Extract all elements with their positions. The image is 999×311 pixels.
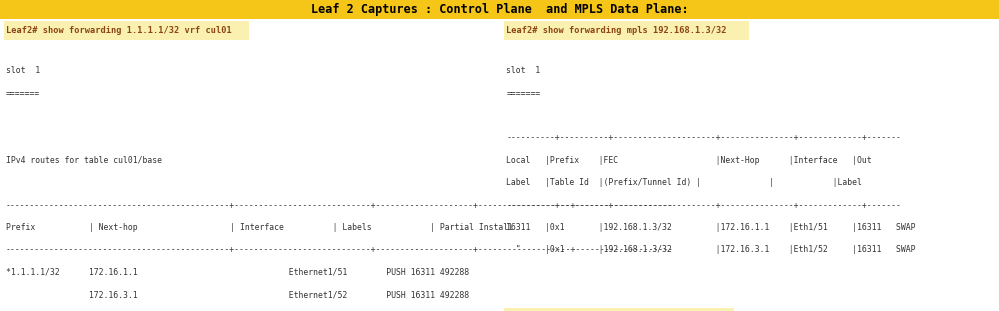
FancyBboxPatch shape xyxy=(0,0,999,19)
Text: Leaf2# show forwarding mpls 192.168.1.3/32: Leaf2# show forwarding mpls 192.168.1.3/… xyxy=(506,26,727,35)
Text: ----------------------------------------------+----------------------------+----: ----------------------------------------… xyxy=(6,201,674,210)
Text: =======: ======= xyxy=(6,89,40,98)
FancyBboxPatch shape xyxy=(504,308,734,311)
Text: ----------+----------+---------------------+---------------+-------------+------: ----------+----------+------------------… xyxy=(506,201,901,210)
Text: ----------------------------------------------+----------------------------+----: ----------------------------------------… xyxy=(6,245,674,254)
Text: 16311   |0x1       |192.168.1.3/32         |172.16.1.1    |Eth1/51     |16311   : 16311 |0x1 |192.168.1.3/32 |172.16.1.1 |… xyxy=(506,223,916,232)
Text: "     |0x1       |192.168.1.3/32         |172.16.3.1    |Eth1/52     |16311   SW: " |0x1 |192.168.1.3/32 |172.16.3.1 |Eth1… xyxy=(506,245,916,254)
Text: *1.1.1.1/32      172.16.1.1                               Ethernet1/51        PU: *1.1.1.1/32 172.16.1.1 Ethernet1/51 PU xyxy=(6,268,470,277)
Text: slot  1: slot 1 xyxy=(506,66,540,75)
Text: Label   |Table Id  |(Prefix/Tunnel Id) |              |            |Label: Label |Table Id |(Prefix/Tunnel Id) | | … xyxy=(506,178,862,187)
FancyBboxPatch shape xyxy=(504,21,749,40)
Text: slot  1: slot 1 xyxy=(6,66,40,75)
Text: IPv4 routes for table cul01/base: IPv4 routes for table cul01/base xyxy=(6,156,162,165)
Text: Leaf2# show forwarding 1.1.1.1/32 vrf cul01: Leaf2# show forwarding 1.1.1.1/32 vrf cu… xyxy=(6,26,232,35)
Text: Leaf 2 Captures : Control Plane  and MPLS Data Plane:: Leaf 2 Captures : Control Plane and MPLS… xyxy=(311,3,688,16)
Text: 172.16.3.1                               Ethernet1/52        PUSH 16311 492288: 172.16.3.1 Ethernet1/52 PUSH 16311 49228… xyxy=(6,290,470,299)
Text: Prefix           | Next-hop                   | Interface          | Labels     : Prefix | Next-hop | Interface | Labels xyxy=(6,223,513,232)
Text: =======: ======= xyxy=(506,89,540,98)
Text: ----------+----------+---------------------+---------------+-------------+------: ----------+----------+------------------… xyxy=(506,133,901,142)
FancyBboxPatch shape xyxy=(4,21,249,40)
Text: Local   |Prefix    |FEC                    |Next-Hop      |Interface   |Out: Local |Prefix |FEC |Next-Hop |Interface … xyxy=(506,156,872,165)
